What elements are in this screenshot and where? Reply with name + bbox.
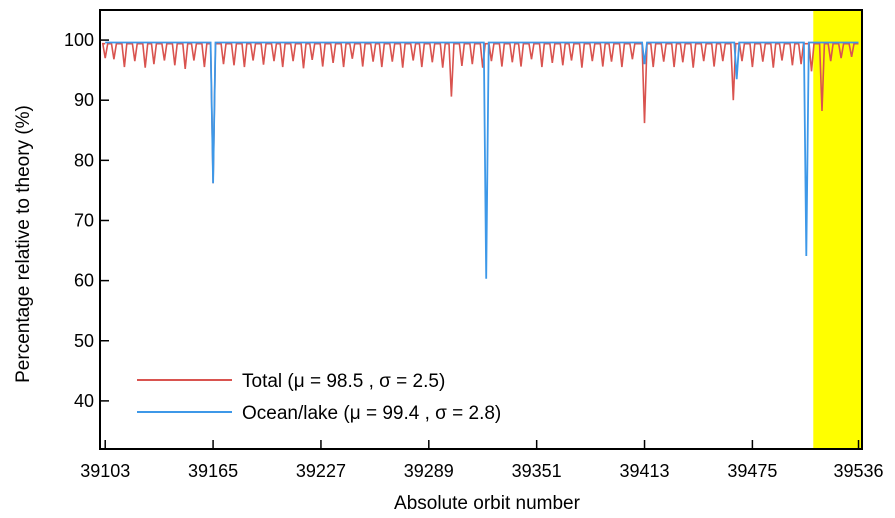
y-axis-label: Percentage relative to theory (%): [13, 105, 34, 383]
x-axis-label: Absolute orbit number: [394, 493, 581, 514]
plot-frame: [99, 9, 863, 450]
y-tick-label: 100: [64, 30, 94, 50]
x-tick-label: 39475: [727, 461, 777, 481]
y-tick-label: 80: [74, 150, 94, 170]
series-layer: [101, 41, 859, 279]
x-tick-label: 39351: [512, 461, 562, 481]
x-tick-label: 39289: [404, 461, 454, 481]
tick-marks: [100, 39, 860, 449]
x-tick-label: 39165: [188, 461, 238, 481]
x-tick-label: 39413: [620, 461, 670, 481]
y-tick-label: 60: [74, 271, 94, 291]
y-tick-label: 90: [74, 90, 94, 110]
y-tick-label: 40: [74, 391, 94, 411]
legend-label-total: Total (μ = 98.5 , σ = 2.5): [242, 371, 445, 392]
legend-label-ocean-lake: Ocean/lake (μ = 99.4 , σ = 2.8): [242, 403, 501, 424]
x-tick-label: 39536: [833, 461, 883, 481]
y-tick-labels: 40 50 60 70 80 90 100: [64, 30, 94, 411]
legend: Total (μ = 98.5 , σ = 2.5) Ocean/lake (μ…: [137, 371, 501, 424]
y-tick-label: 70: [74, 210, 94, 230]
x-tick-labels: 39103 39165 39227 39289 39351 39413 39475 39536: [80, 461, 883, 481]
y-tick-label: 50: [74, 331, 94, 351]
x-tick-label: 39227: [296, 461, 346, 481]
series-line-ocean-lake: [105, 41, 859, 279]
series-line-total: [101, 42, 859, 184]
x-tick-label: 39103: [80, 461, 130, 481]
